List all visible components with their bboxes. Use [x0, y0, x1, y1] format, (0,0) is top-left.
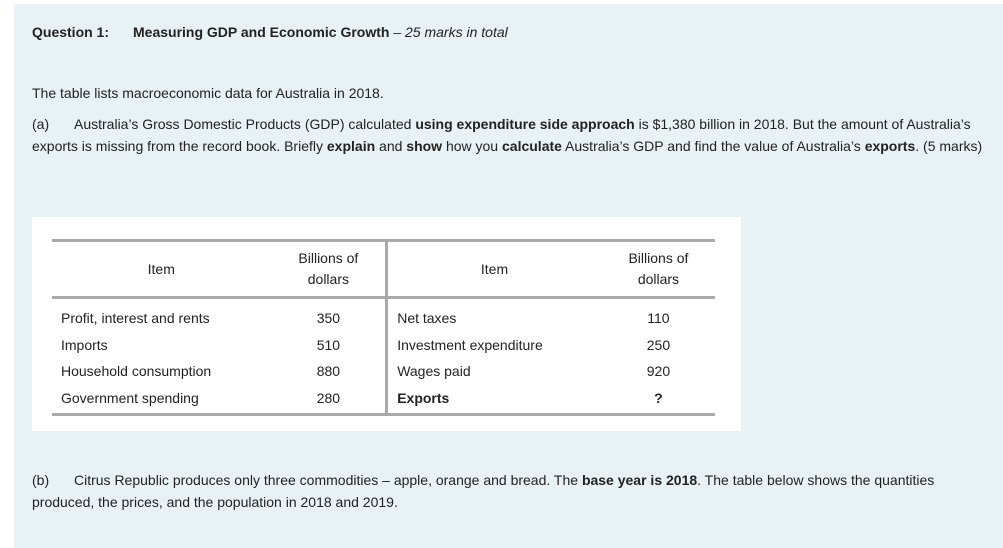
header-cell: Billions of dollars [601, 240, 715, 299]
text-run: . The table below shows the quantities p… [32, 472, 935, 510]
header-row: Item Billions of dollars Item Billions of d… [52, 240, 715, 299]
table-row: Household consumption 880 Wages paid 920 [52, 358, 715, 385]
cell-text: 110 [647, 310, 670, 327]
cell-text: Exports [397, 389, 450, 406]
cell-text: Government spending [61, 389, 199, 406]
cell-text: Wages paid [397, 363, 471, 380]
part-label: (b) [32, 472, 50, 488]
header-cell: Billions of dollars [271, 240, 387, 299]
cell-text: Net taxes [397, 310, 457, 327]
text-run: and [375, 138, 407, 154]
header-text: Billions of dollars [628, 250, 689, 287]
table-cell: 280 [272, 385, 387, 415]
table-row: Imports 510 Investment expenditure 250 [52, 331, 715, 359]
text-run: how you [442, 138, 502, 154]
header-cell: Item [385, 240, 602, 299]
text-run: show [406, 138, 443, 154]
cell-text: 920 [646, 363, 671, 380]
text-run: Australia’s GDP and find the value of Au… [561, 138, 865, 154]
table-cell: Household consumption [52, 358, 272, 385]
text-run: exports [864, 138, 916, 154]
text-run: calculate [502, 138, 562, 154]
text-run: . (5 marks) [915, 138, 983, 154]
text-run: is $1,380 billion in 2018. But the amoun… [32, 116, 971, 154]
cell-text: 250 [646, 336, 671, 353]
table-cell: Government spending [52, 385, 272, 415]
part-label: (a) [32, 116, 50, 132]
table-cell: Imports [52, 332, 272, 359]
table-cell: Wages paid [385, 358, 602, 385]
table-cell: ? [602, 385, 715, 415]
header-text: Item [480, 260, 509, 277]
text-run: Citrus Republic produces only three comm… [74, 472, 582, 488]
text-run: Australia’s Gross Domestic Products (GDP… [74, 116, 416, 132]
header-text: Item [147, 260, 175, 277]
table-cell: Exports [385, 384, 602, 415]
table-row: Profit, interest and rents 350 Net taxes 11… [52, 297, 715, 332]
table-cell: 510 [272, 332, 387, 359]
table-cell: 920 [602, 358, 715, 385]
part-a: (a) Australia’s Gross Domestic Products (… [32, 113, 992, 157]
cell-text: Imports [61, 336, 108, 353]
question-heading: Question 1: Measuring GDP and Economic Gr… [32, 24, 508, 40]
cell-text: 280 [316, 389, 341, 406]
panel: Question 1: Measuring GDP and Economic Gr… [14, 4, 1003, 548]
table-cell: 880 [272, 358, 387, 385]
intro: The table lists macroeconomic data for A… [32, 85, 384, 101]
text-run: explain [326, 138, 376, 154]
cell-text: 880 [316, 363, 341, 380]
table-cell: 250 [602, 332, 715, 359]
header-text: Billions of dollars [298, 250, 359, 287]
table-cell: Profit, interest and rents [52, 298, 272, 332]
table-cell: 110 [602, 298, 715, 332]
question-label: Question 1: [32, 24, 110, 40]
cell-text: Investment expenditure [397, 336, 543, 353]
cell-text: 510 [316, 336, 341, 353]
table-cell: 350 [272, 298, 387, 332]
cell-text: Profit, interest and rents [61, 310, 210, 327]
question-marks: – 25 marks in total [393, 24, 508, 40]
header-cell: Item [52, 240, 272, 299]
table-cell: Investment expenditure [385, 331, 602, 358]
table-box: Item Billions of dollars Item Billions of d… [32, 217, 741, 431]
cell-text: Household consumption [61, 363, 212, 380]
table-row: Government spending 280 Exports? [52, 384, 715, 415]
data-table: Item Billions of dollars Item Billions of d… [52, 239, 715, 416]
part-b: (b) Citrus Republic produces only three c… [32, 469, 992, 513]
cell-text: ? [654, 389, 663, 406]
text-run: base year is 2018 [581, 472, 698, 488]
table-cell: Net taxes [385, 297, 602, 332]
cell-text: 350 [316, 310, 341, 327]
text-run: using expenditure side approach [415, 116, 635, 132]
question-title: Measuring GDP and Economic Growth [133, 24, 390, 40]
